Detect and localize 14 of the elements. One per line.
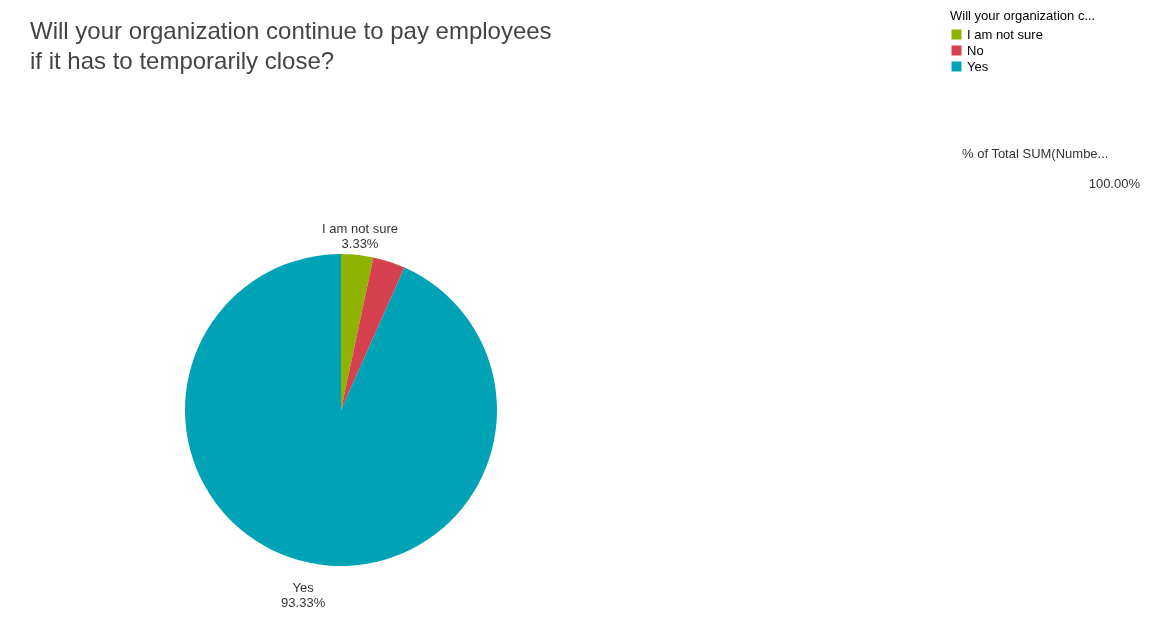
chart-title: Will your organization continue to pay employees if it has to temporarily close? <box>30 17 552 74</box>
legend-title: Will your organization c... <box>950 8 1096 23</box>
slice-label: Yes <box>292 580 315 596</box>
data-label: 3.33% <box>341 236 379 251</box>
pie-slice <box>341 254 374 410</box>
pie-slice <box>185 254 497 566</box>
data-label: 93.33% <box>281 595 326 611</box>
text: % of Total SUM(Numbe... <box>962 146 1109 161</box>
legend-label: I am not sure <box>967 26 1043 42</box>
slice-label: I am not sure <box>322 221 398 236</box>
legend-label: Yes <box>967 58 989 74</box>
text: 100.00% <box>1088 176 1141 191</box>
pie-slice <box>341 257 405 410</box>
legend-label: No <box>967 42 984 58</box>
